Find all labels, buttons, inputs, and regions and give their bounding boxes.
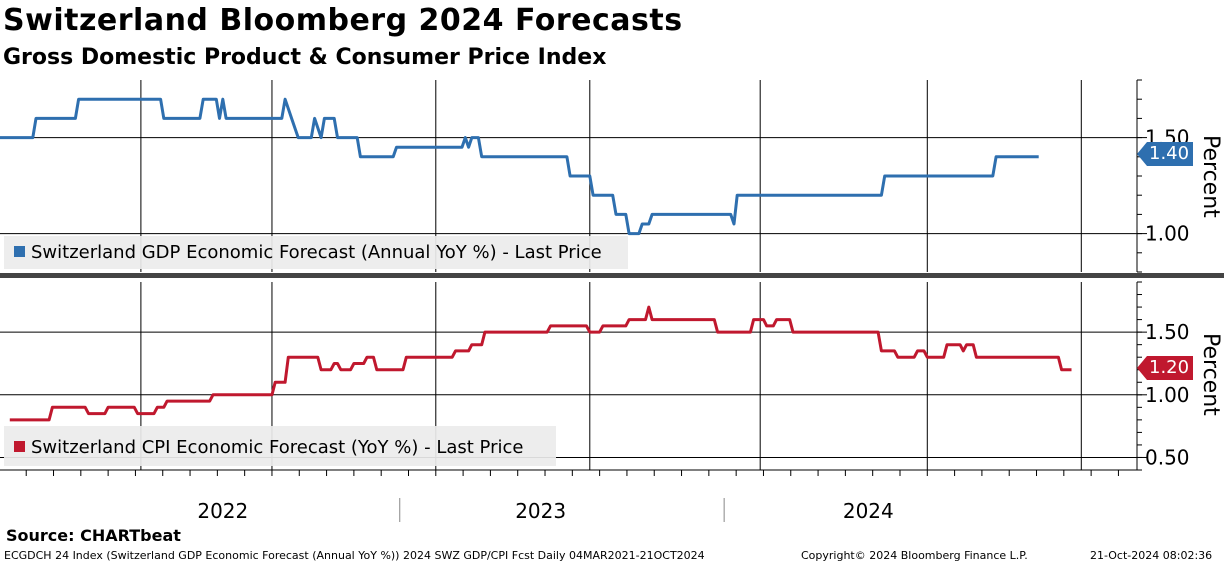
gdp-series-line [0,97,1039,236]
gdp-last-value-tag: 1.40 [1137,142,1194,166]
cpi-y-tick-label-1: 1.00 [1145,383,1190,407]
legend-gdp-swatch [14,246,25,257]
footer-timestamp: 21-Oct-2024 08:02:36 [1090,549,1213,562]
x-year-label-2023: 2023 [515,499,566,523]
cpi-y-axis-unit: Percent [1198,333,1223,416]
cpi-y-tick-label-2: 1.50 [1145,320,1190,344]
panel-divider [0,273,1224,278]
x-year-label-2022: 2022 [197,499,248,523]
legend-cpi: Switzerland CPI Economic Forecast (YoY %… [4,426,556,466]
chart-subtitle: Gross Domestic Product & Consumer Price … [3,45,607,70]
footer-copyright: Copyright© 2024 Bloomberg Finance L.P. [801,549,1028,562]
cpi-last-value-tag: 1.20 [1137,356,1194,380]
legend-gdp: Switzerland GDP Economic Forecast (Annua… [4,236,628,269]
cpi-series-line [9,305,1072,422]
cpi-y-tick-label-0: 0.50 [1145,445,1190,469]
legend-cpi-label: Switzerland CPI Economic Forecast (YoY %… [31,437,524,458]
legend-gdp-label: Switzerland GDP Economic Forecast (Annua… [31,242,602,263]
legend-cpi-swatch [14,441,25,452]
gdp-y-tick-label-0: 1.00 [1145,222,1190,246]
footer-left: ECGDCH 24 Index (Switzerland GDP Economi… [4,549,705,562]
gdp-y-axis-unit: Percent [1198,135,1223,218]
chart-title: Switzerland Bloomberg 2024 Forecasts [3,3,683,38]
x-year-label-2024: 2024 [843,499,894,523]
source-note: Source: CHARTbeat [6,526,181,545]
